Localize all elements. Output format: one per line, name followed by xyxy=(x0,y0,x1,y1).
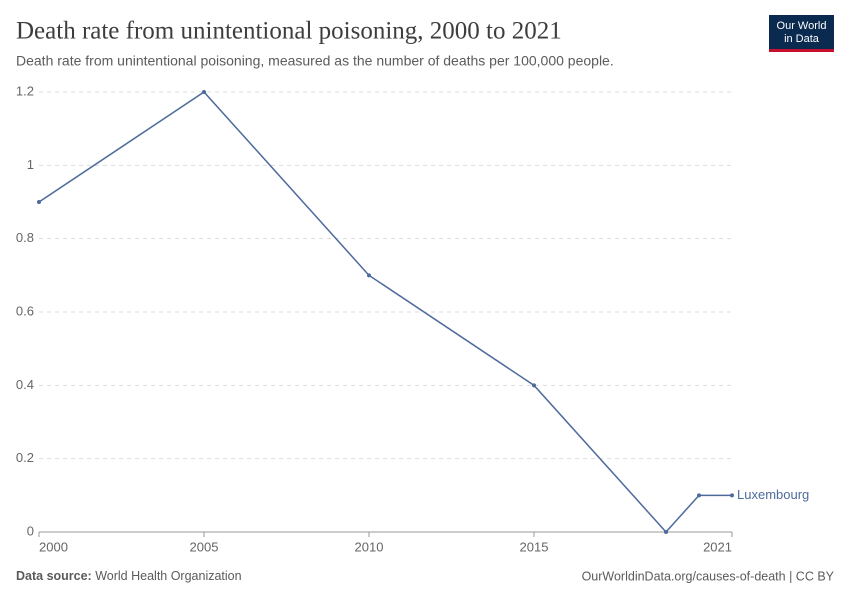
y-tick-label: 0.8 xyxy=(16,230,34,245)
point xyxy=(37,200,41,204)
logo-text: Our World xyxy=(777,20,827,32)
y-tick-label: 0.6 xyxy=(16,303,34,318)
y-tick-label: 1 xyxy=(27,157,34,172)
point xyxy=(532,383,536,388)
source: World Health Organization xyxy=(95,569,241,583)
point xyxy=(202,90,206,94)
logo-text: in Data xyxy=(784,33,820,45)
footer-source: Data source: World Health Organization xyxy=(16,569,242,583)
logo-box xyxy=(769,15,834,51)
y-tick-label: 0.4 xyxy=(16,377,34,392)
point xyxy=(664,530,668,534)
point xyxy=(367,273,371,278)
y-tick-label: 1.2 xyxy=(16,83,34,98)
x-tick-label: 2021 xyxy=(703,539,732,554)
x-tick-label: 2000 xyxy=(39,539,68,554)
logo-bar xyxy=(769,49,834,52)
x-tick-label: 2005 xyxy=(190,539,219,554)
point xyxy=(697,493,701,498)
chart-subtitle: Death rate from unintentional poisoning,… xyxy=(16,53,614,69)
legend-label: Luxembourg xyxy=(737,487,809,502)
x-tick-label: 2015 xyxy=(520,539,549,554)
x-tick-label: 2010 xyxy=(355,539,384,554)
logo[interactable]: Our World in Data xyxy=(769,15,834,52)
chart-title: Death rate from unintentional poisoning,… xyxy=(16,18,562,45)
y-tick-label: 0 xyxy=(27,523,34,538)
y-tick-label: 0.2 xyxy=(16,450,34,465)
point xyxy=(730,493,734,498)
footer-url[interactable]: OurWorldinData.org/causes-of-death | CC … xyxy=(582,569,835,583)
source-label: Data source: xyxy=(16,569,92,583)
